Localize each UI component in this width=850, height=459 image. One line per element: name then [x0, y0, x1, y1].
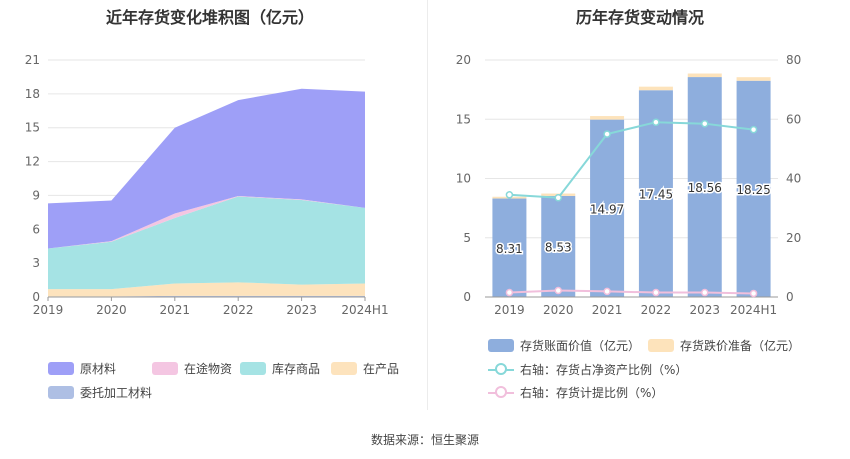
inventory-change-legend: 存货账面价值（亿元） 存货跌价准备（亿元） 右轴：存货占净资产比例（%） 右轴：存货计…	[430, 0, 850, 420]
net-asset-ratio-line	[509, 121, 754, 199]
x-tick-label: 2022	[641, 303, 672, 317]
bar-book-value	[736, 80, 771, 297]
bar-book-value	[541, 195, 576, 297]
y-tick-label: 15	[456, 112, 471, 126]
provision-ratio-line	[509, 289, 754, 295]
legend-line-swatch	[488, 363, 514, 376]
legend-swatch	[152, 362, 178, 375]
legend-item: 在产品	[331, 360, 399, 377]
bar-data-label: 18.56	[688, 181, 722, 195]
y-tick-label: 18	[25, 87, 40, 101]
legend-line-swatch	[488, 386, 514, 399]
legend-swatch	[488, 339, 514, 352]
x-tick-label: 2019	[33, 303, 64, 317]
net-asset-ratio-point	[603, 130, 611, 138]
net-asset-ratio-point	[652, 118, 660, 126]
y2-tick-label: 80	[786, 53, 801, 67]
y-tick-label: 6	[32, 222, 40, 236]
legend-item: 存货跌价准备（亿元）	[648, 337, 800, 354]
x-tick-label: 2019	[494, 303, 525, 317]
bar-data-label: 8.31	[496, 242, 523, 256]
legend-label: 在途物资	[184, 362, 233, 376]
legend-swatch	[331, 362, 357, 375]
bar-reserve	[638, 86, 673, 91]
legend-swatch	[240, 362, 266, 375]
bar-data-label: 18.25	[736, 183, 770, 197]
inventory-bar-line-chart: 0 5 10 15 20 0 20 40 60 80 2019 2020 2021 2022 2023 202…	[456, 53, 802, 317]
y-tick-label: 12	[25, 155, 40, 169]
legend-swatch	[648, 339, 674, 352]
legend-label: 在产品	[363, 362, 400, 376]
panel-divider	[427, 0, 428, 410]
provision-ratio-point	[554, 286, 562, 295]
area-series-3	[48, 195, 365, 249]
bar-reserve	[736, 77, 771, 81]
stacked-area-chart-title: 近年存货变化堆积图（亿元）	[105, 8, 314, 27]
area-series-4	[48, 88, 365, 249]
inventory-change-chart-title: 历年存货变动情况	[575, 8, 704, 27]
y-tick-label: 3	[32, 256, 40, 270]
legend-swatch	[48, 362, 74, 375]
legend-item: 库存商品	[240, 360, 320, 377]
bar-book-value	[492, 198, 527, 297]
x-tick-label: 2024H1	[730, 303, 777, 317]
provision-ratio-point	[701, 288, 709, 297]
bar-reserve	[687, 73, 722, 78]
legend-label: 右轴：存货计提比例（%）	[520, 386, 664, 400]
x-tick-label: 2023	[286, 303, 317, 317]
y-tick-label: 0	[463, 290, 471, 304]
provision-ratio-point	[749, 289, 758, 298]
stacked-area-chart: 0 3 6 9 12 15 18 21 2019 2020 2021 2022 2023 2024H1	[25, 53, 389, 317]
x-tick-label: 2021	[592, 303, 623, 317]
inventory-change-chart-panel: 历年存货变动情况 0 5 10 15 20 0 20 40 60 80 2019 2020 2021 20…	[430, 0, 850, 420]
area-series-2	[48, 196, 365, 290]
legend-label: 委托加工材料	[80, 386, 153, 400]
net-asset-ratio-point	[505, 191, 514, 199]
y-tick-label: 0	[32, 290, 40, 304]
y-tick-label: 20	[456, 53, 471, 67]
legend-item: 存货账面价值（亿元）	[488, 337, 640, 354]
x-tick-label: 2020	[543, 303, 574, 317]
x-tick-label: 2024H1	[341, 303, 388, 317]
legend-label: 原材料	[80, 362, 117, 376]
y2-tick-label: 60	[786, 112, 801, 126]
y-tick-label: 5	[463, 231, 471, 245]
legend-label: 存货账面价值（亿元）	[520, 339, 641, 353]
legend-item: 右轴：存货占净资产比例（%）	[488, 361, 687, 378]
stacked-area-legend: 原材料 在途物资 库存商品 在产品委托加工材料	[0, 0, 420, 420]
y2-tick-label: 20	[786, 231, 801, 245]
provision-ratio-point	[603, 287, 611, 296]
provision-ratio-point	[505, 288, 514, 297]
legend-item: 右轴：存货计提比例（%）	[488, 384, 663, 401]
bar-book-value	[687, 77, 722, 298]
y-tick-label: 15	[25, 121, 40, 135]
x-tick-label: 2022	[223, 303, 254, 317]
bar-reserve	[590, 116, 625, 120]
legend-item: 原材料	[48, 360, 116, 377]
bar-data-label: 8.53	[545, 240, 572, 254]
legend-item: 在途物资	[152, 360, 232, 377]
net-asset-ratio-point	[749, 125, 758, 134]
legend-item: 委托加工材料	[48, 384, 152, 401]
area-series-1	[48, 282, 365, 297]
legend-label: 右轴：存货占净资产比例（%）	[520, 363, 688, 377]
x-tick-label: 2020	[96, 303, 127, 317]
bar-data-label: 14.97	[590, 202, 624, 216]
data-source-note: 数据来源：恒生聚源	[370, 433, 479, 447]
legend-swatch	[48, 386, 74, 399]
bar-data-label: 17.45	[639, 188, 673, 202]
y-tick-label: 21	[25, 53, 40, 67]
stacked-area-chart-panel: 近年存货变化堆积图（亿元） 0 3 6 9 12 15 18 21 2019 2020 2021 20…	[0, 0, 420, 420]
x-tick-label: 2021	[160, 303, 191, 317]
x-tick-label: 2023	[689, 303, 720, 317]
net-asset-ratio-point	[701, 119, 709, 128]
y2-tick-label: 40	[786, 172, 801, 186]
y2-tick-label: 0	[786, 290, 794, 304]
provision-ratio-point	[652, 288, 660, 297]
y-tick-label: 10	[456, 172, 471, 186]
net-asset-ratio-point	[554, 194, 562, 202]
legend-label: 库存商品	[272, 362, 321, 376]
y-tick-label: 9	[32, 188, 40, 202]
legend-label: 存货跌价准备（亿元）	[680, 339, 801, 353]
